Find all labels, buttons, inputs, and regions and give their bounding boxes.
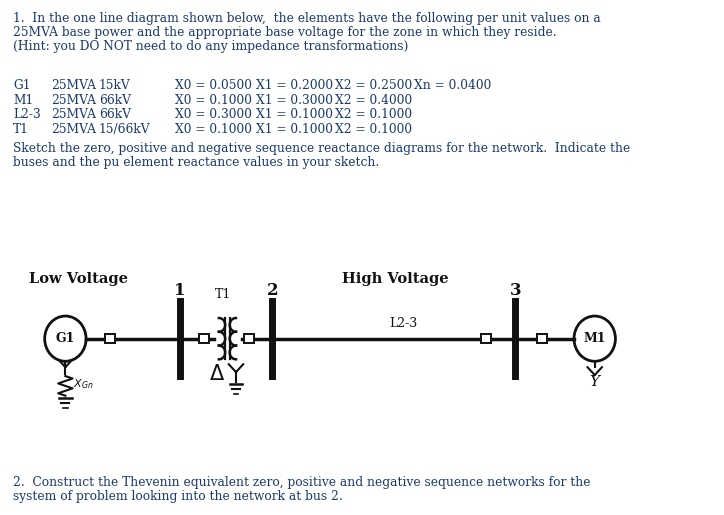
Text: T1: T1 — [13, 123, 29, 136]
Text: 25MVA: 25MVA — [51, 79, 96, 92]
Text: X1 = 0.3000: X1 = 0.3000 — [256, 94, 333, 107]
Text: Sketch the zero, positive and negative sequence reactance diagrams for the netwo: Sketch the zero, positive and negative s… — [13, 142, 631, 155]
Text: buses and the pu element reactance values in your sketch.: buses and the pu element reactance value… — [13, 156, 379, 169]
Text: 1: 1 — [174, 282, 185, 299]
Text: 66kV: 66kV — [98, 94, 131, 107]
Text: 25MVA: 25MVA — [51, 123, 96, 136]
Text: X0 = 0.0500: X0 = 0.0500 — [175, 79, 252, 92]
Text: L2-3: L2-3 — [13, 109, 41, 122]
Text: M1: M1 — [13, 94, 33, 107]
Text: X0 = 0.1000: X0 = 0.1000 — [175, 94, 252, 107]
Text: Low Voltage: Low Voltage — [30, 272, 128, 286]
Text: L2-3: L2-3 — [390, 317, 418, 330]
Text: $X_{Gn}$: $X_{Gn}$ — [73, 377, 94, 391]
Text: 1.  In the one line diagram shown below,  the elements have the following per un: 1. In the one line diagram shown below, … — [13, 12, 601, 25]
Bar — [481, 334, 491, 343]
Text: M1: M1 — [584, 332, 606, 345]
Text: 3: 3 — [510, 282, 521, 299]
Text: Y: Y — [589, 375, 599, 389]
Text: system of problem looking into the network at bus 2.: system of problem looking into the netwo… — [13, 490, 343, 503]
Text: High Voltage: High Voltage — [342, 272, 448, 286]
Text: 2.  Construct the Thevenin equivalent zero, positive and negative sequence netwo: 2. Construct the Thevenin equivalent zer… — [13, 476, 591, 489]
Text: X2 = 0.1000: X2 = 0.1000 — [335, 109, 413, 122]
Text: 25MVA base power and the appropriate base voltage for the zone in which they res: 25MVA base power and the appropriate bas… — [13, 26, 557, 39]
Text: X1 = 0.2000: X1 = 0.2000 — [256, 79, 333, 92]
Text: 15/66kV: 15/66kV — [98, 123, 151, 136]
Bar — [244, 334, 254, 343]
Text: X0 = 0.1000: X0 = 0.1000 — [175, 123, 252, 136]
Text: G1: G1 — [13, 79, 30, 92]
Bar — [536, 334, 547, 343]
Text: 66kV: 66kV — [98, 109, 131, 122]
Text: 25MVA: 25MVA — [51, 94, 96, 107]
Bar — [199, 334, 209, 343]
Text: Xn = 0.0400: Xn = 0.0400 — [414, 79, 491, 92]
Text: G1: G1 — [56, 332, 75, 345]
Text: X1 = 0.1000: X1 = 0.1000 — [256, 123, 333, 136]
Text: 15kV: 15kV — [98, 79, 130, 92]
Text: X2 = 0.2500: X2 = 0.2500 — [335, 79, 413, 92]
Text: X2 = 0.1000: X2 = 0.1000 — [335, 123, 413, 136]
Text: X1 = 0.1000: X1 = 0.1000 — [256, 109, 333, 122]
Text: 2: 2 — [266, 282, 278, 299]
Text: (Hint: you DO NOT need to do any impedance transformations): (Hint: you DO NOT need to do any impedan… — [13, 40, 408, 53]
Text: T1: T1 — [215, 287, 231, 301]
Text: X2 = 0.4000: X2 = 0.4000 — [335, 94, 413, 107]
Text: X0 = 0.3000: X0 = 0.3000 — [175, 109, 252, 122]
Text: Δ: Δ — [210, 364, 224, 384]
Text: 25MVA: 25MVA — [51, 109, 96, 122]
Bar — [106, 334, 115, 343]
